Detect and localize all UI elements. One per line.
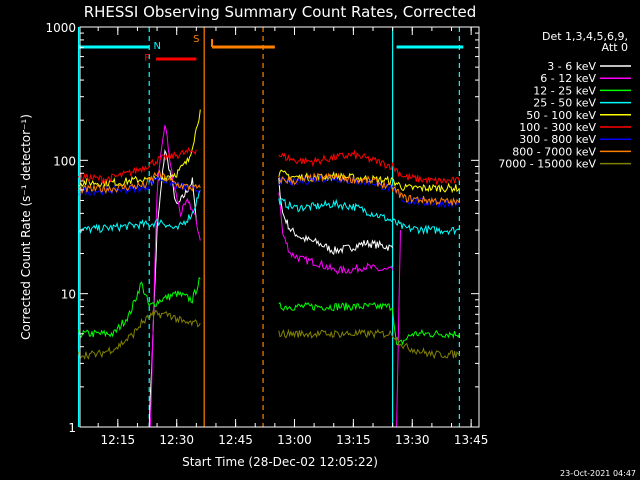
series-1-segment-1 xyxy=(278,192,394,275)
legend-label-4: 50 - 100 keV xyxy=(526,109,596,122)
chart-title: RHESSI Observing Summary Count Rates, Co… xyxy=(84,3,477,21)
x-tick-label-0: 12:15 xyxy=(101,433,136,447)
series-1 xyxy=(149,125,401,428)
series-2 xyxy=(78,277,460,346)
series-0-segment-0 xyxy=(148,148,197,428)
y-axis: 1 10 100 1000 xyxy=(45,21,479,435)
legend-label-2: 12 - 25 keV xyxy=(533,84,596,97)
legend-label-0: 3 - 6 keV xyxy=(547,60,596,73)
x-tick-label-2: 12:45 xyxy=(218,433,253,447)
series-1-segment-2 xyxy=(396,230,401,428)
series-6-segment-0 xyxy=(78,174,201,197)
series-4-segment-0 xyxy=(78,109,201,188)
legend-label-5: 100 - 300 keV xyxy=(519,121,596,134)
flag-label-F: F xyxy=(144,53,150,64)
x-axis: 12:15 12:30 12:45 13:00 13:15 13:30 13:45 xyxy=(97,27,489,447)
plot-frame xyxy=(79,26,480,428)
y-tick-label-0: 1 xyxy=(68,421,76,435)
legend-label-6: 300 - 800 keV xyxy=(519,133,596,146)
series-3-segment-0 xyxy=(78,189,201,235)
series-6 xyxy=(78,174,460,209)
plot-area: FN S xyxy=(77,27,464,428)
y-tick-label-2: 100 xyxy=(53,154,76,168)
y-axis-label: Corrected Count Rate (s⁻¹ detector⁻¹) xyxy=(19,114,33,340)
x-tick-label-5: 13:30 xyxy=(395,433,430,447)
x-tick-label-1: 12:30 xyxy=(159,433,194,447)
flag-label-S: S xyxy=(193,34,199,45)
legend-label-7: 800 - 7000 keV xyxy=(512,145,596,158)
flag-label-N: N xyxy=(153,41,160,52)
series-8-segment-0 xyxy=(78,309,201,360)
series-5-segment-1 xyxy=(278,149,460,186)
x-tick-label-4: 13:15 xyxy=(336,433,371,447)
series-3-segment-1 xyxy=(278,198,460,236)
legend-label-3: 25 - 50 keV xyxy=(533,97,596,110)
series-2-segment-1 xyxy=(278,301,460,346)
legend-label-1: 6 - 12 keV xyxy=(540,72,596,85)
y-tick-label-1: 10 xyxy=(61,288,76,302)
y-tick-label-3: 1000 xyxy=(45,21,76,35)
timestamp: 23-Oct-2021 04:47 xyxy=(560,469,636,478)
legend-header-2: Att 0 xyxy=(602,41,628,54)
x-tick-label-3: 13:00 xyxy=(277,433,312,447)
series-7 xyxy=(78,169,460,206)
series-2-segment-0 xyxy=(78,277,201,339)
series-8-segment-1 xyxy=(278,328,460,360)
series-7-segment-0 xyxy=(78,169,201,195)
series-5-segment-0 xyxy=(78,147,197,185)
legend-label-8: 7000 - 15000 keV xyxy=(498,158,596,171)
series-5 xyxy=(78,147,460,186)
x-axis-label: Start Time (28-Dec-02 12:05:22) xyxy=(182,455,378,469)
series-0 xyxy=(148,148,394,428)
series-7-segment-1 xyxy=(278,172,460,206)
series-4-segment-1 xyxy=(278,169,460,194)
series-8 xyxy=(78,309,460,360)
x-tick-label-6: 13:45 xyxy=(454,433,489,447)
series-0-segment-1 xyxy=(278,177,394,256)
series-6-segment-1 xyxy=(278,174,460,209)
legend-header-1: Det 1,3,4,5,6,9, xyxy=(542,30,628,43)
series-1-segment-0 xyxy=(149,125,201,428)
series-3 xyxy=(78,189,460,236)
series-4 xyxy=(78,109,460,194)
